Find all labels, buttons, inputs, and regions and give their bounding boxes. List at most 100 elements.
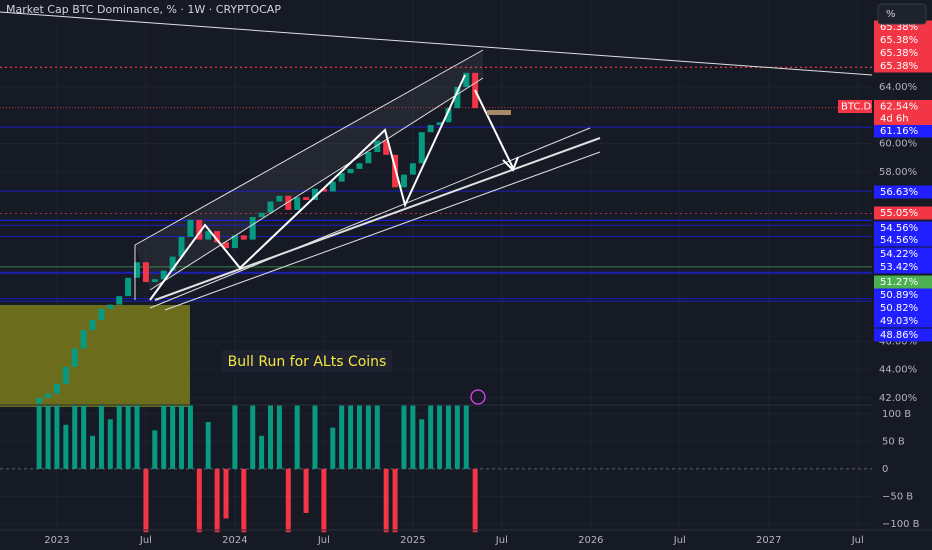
candle-body bbox=[125, 277, 132, 297]
volume-bar bbox=[214, 468, 220, 533]
trend-line bbox=[0, 11, 873, 76]
volume-bar bbox=[179, 405, 185, 469]
price-label: 65.38% bbox=[880, 22, 918, 33]
volume-bar bbox=[374, 405, 380, 469]
volume-bar bbox=[81, 405, 87, 469]
candle-body bbox=[347, 168, 354, 174]
candle-body bbox=[45, 393, 52, 398]
event-icon[interactable] bbox=[470, 389, 486, 405]
candle-body bbox=[196, 219, 203, 240]
annotation-box bbox=[222, 350, 392, 372]
price-label-box bbox=[874, 247, 932, 261]
candle-body bbox=[107, 304, 114, 309]
volume-bar bbox=[63, 424, 69, 469]
y-tick-label: 46.00% bbox=[879, 336, 917, 347]
x-tick-label: Jul bbox=[673, 535, 686, 546]
candle-body bbox=[285, 195, 292, 210]
x-tick-label: 2026 bbox=[578, 535, 603, 546]
volume-bar bbox=[419, 419, 425, 469]
candle-body bbox=[267, 201, 274, 213]
candle-body bbox=[338, 173, 345, 182]
volume-bar bbox=[241, 468, 247, 533]
x-tick-label: 2024 bbox=[222, 535, 247, 546]
candle-body bbox=[445, 108, 452, 123]
candle-body bbox=[303, 197, 310, 201]
volume-bar bbox=[72, 405, 78, 469]
x-tick-label: Jul bbox=[851, 535, 864, 546]
volume bbox=[36, 405, 478, 533]
candle-body bbox=[223, 242, 230, 249]
price-label-box bbox=[874, 124, 932, 138]
candle-body bbox=[383, 140, 390, 155]
price-label: 50.82% bbox=[880, 303, 918, 314]
candle-body bbox=[418, 132, 425, 164]
candle-body bbox=[409, 163, 416, 175]
channel-mid bbox=[149, 77, 484, 291]
volume-bar bbox=[125, 405, 131, 469]
candle-body bbox=[400, 174, 407, 188]
x-tick-label: 2025 bbox=[400, 535, 425, 546]
volume-bar bbox=[250, 405, 256, 469]
candle-body bbox=[205, 231, 212, 240]
candle-body bbox=[98, 308, 105, 321]
volume-bar bbox=[90, 435, 96, 469]
price-label-box bbox=[874, 233, 932, 247]
candle-body bbox=[116, 296, 123, 305]
price-label: 65.38% bbox=[880, 61, 918, 72]
drawings bbox=[0, 11, 873, 311]
current-box bbox=[874, 100, 932, 125]
candle-body bbox=[89, 320, 96, 331]
volume-tick-label: −50 B bbox=[882, 491, 913, 502]
marker bbox=[487, 110, 511, 115]
volume-bar bbox=[472, 468, 478, 533]
volume-bar bbox=[303, 468, 309, 513]
volume-bar bbox=[339, 405, 345, 469]
volume-bar bbox=[143, 468, 149, 533]
volume-bar bbox=[437, 405, 443, 469]
price-label-box bbox=[874, 260, 932, 274]
volume-bar bbox=[321, 468, 327, 533]
volume-bar bbox=[116, 405, 122, 469]
price-label: 55.05% bbox=[880, 208, 918, 219]
current-label: 62.54% bbox=[880, 102, 918, 113]
price-label: 54.56% bbox=[880, 223, 918, 234]
candle-body bbox=[258, 212, 265, 217]
candle-body bbox=[249, 216, 256, 240]
scale-button[interactable] bbox=[877, 3, 927, 25]
candle-body bbox=[231, 235, 238, 249]
candle-body bbox=[80, 330, 87, 349]
price-label: 49.03% bbox=[880, 316, 918, 327]
x-tick-label: Jul bbox=[317, 535, 330, 546]
channel-low bbox=[154, 137, 601, 301]
volume-bar bbox=[205, 422, 211, 469]
y-tick-label: 44.00% bbox=[879, 365, 917, 376]
volume-bar bbox=[294, 405, 300, 469]
price-label: 54.22% bbox=[880, 249, 918, 260]
candle-body bbox=[36, 397, 43, 404]
volume-bar bbox=[445, 405, 451, 469]
candle-body bbox=[169, 256, 176, 271]
y-tick-label: 64.00% bbox=[879, 82, 917, 93]
volume-bar bbox=[98, 405, 104, 469]
volume-bar bbox=[285, 468, 291, 533]
arrow-head bbox=[502, 156, 519, 172]
candle-body bbox=[71, 348, 78, 367]
price-label: 51.27% bbox=[880, 277, 918, 288]
x-tick-label: Jul bbox=[139, 535, 152, 546]
price-label-box bbox=[874, 275, 932, 289]
volume-bar bbox=[454, 405, 460, 469]
x-tick-label: 2027 bbox=[756, 535, 781, 546]
symbol-box bbox=[838, 100, 872, 113]
volume-bar bbox=[428, 405, 434, 469]
candle-body bbox=[329, 181, 336, 192]
candle-body bbox=[374, 140, 381, 152]
price-label-box bbox=[874, 301, 932, 315]
chart-title: Market Cap BTC Dominance, % · 1W · CRYPT… bbox=[6, 3, 281, 16]
price-label-box bbox=[874, 206, 932, 220]
volume-bar bbox=[36, 405, 42, 469]
volume-tick-label: 50 B bbox=[882, 436, 905, 447]
price-label-box bbox=[874, 328, 932, 342]
scale-button-label[interactable]: % bbox=[886, 9, 896, 20]
volume-bar bbox=[170, 405, 176, 469]
volume-bar bbox=[196, 468, 202, 533]
